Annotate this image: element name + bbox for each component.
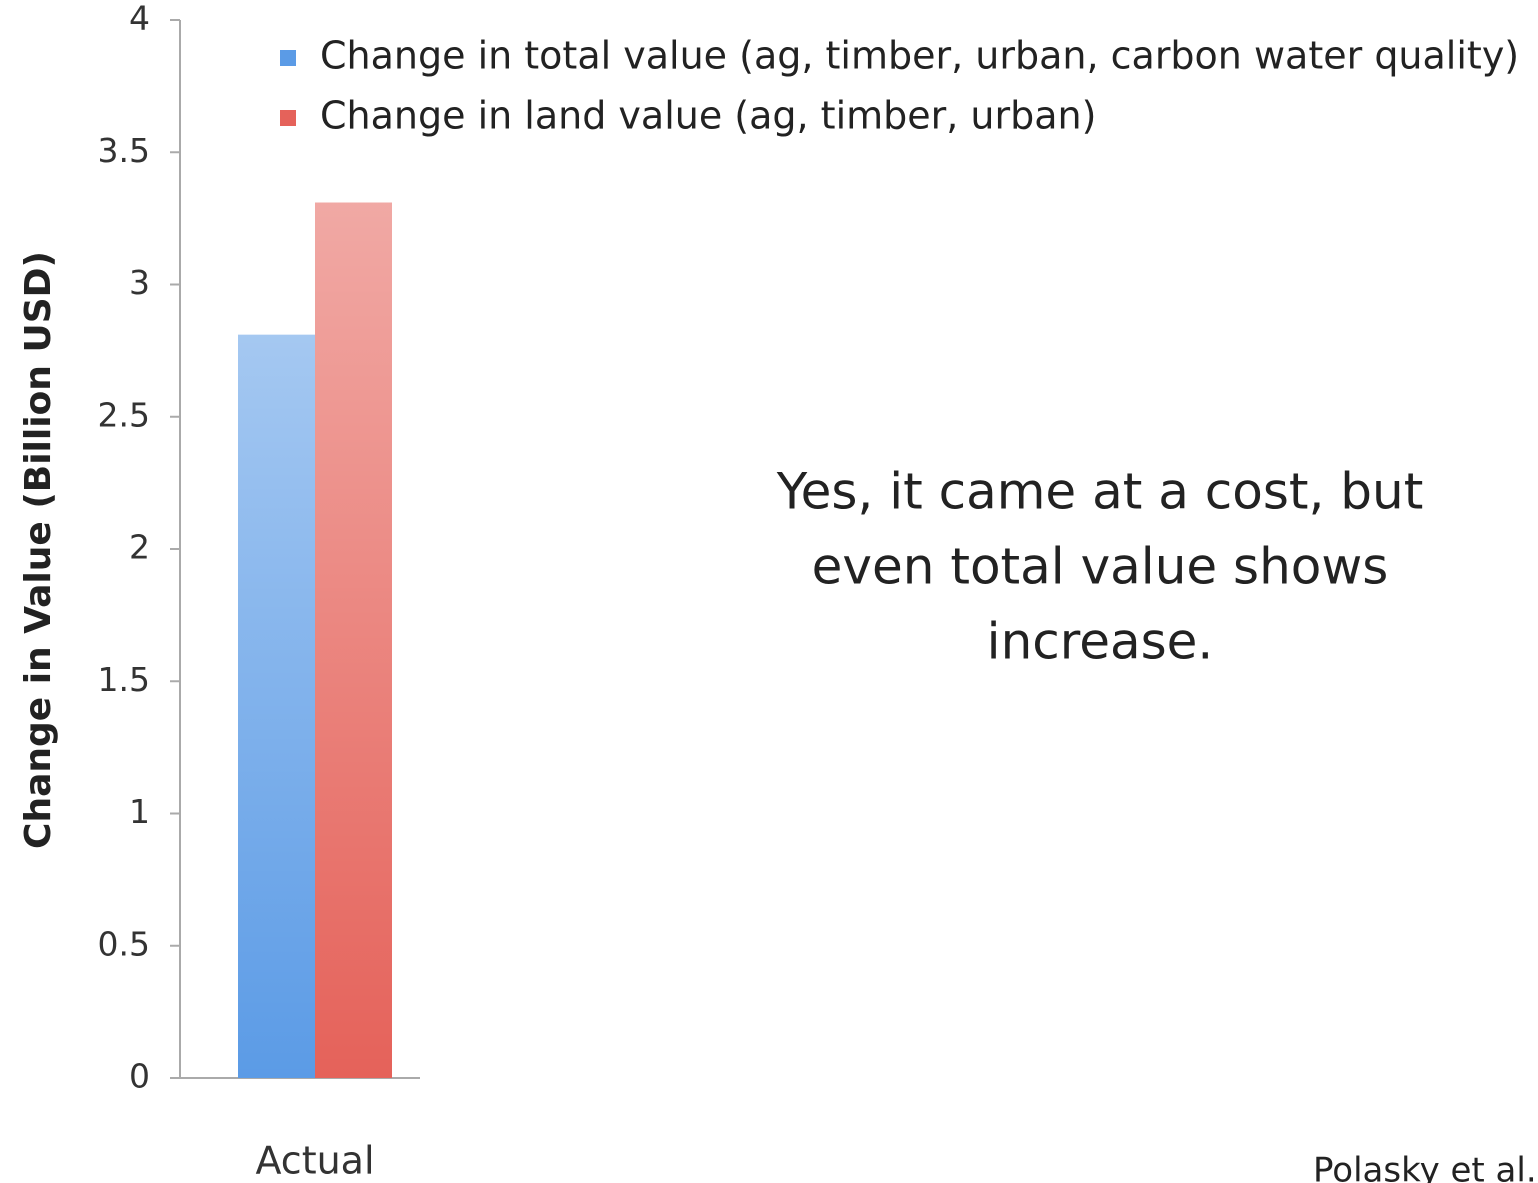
annotation: Yes, it came at a cost, but xyxy=(776,463,1424,521)
legend-swatch xyxy=(280,110,296,126)
source: Polasky et al. xyxy=(1313,1151,1537,1183)
y-axis-label: Change in Value (Billion USD) xyxy=(18,251,59,849)
y-tick-label: 4 xyxy=(129,0,150,38)
y-tick-label: 0 xyxy=(129,1057,150,1096)
y-tick-label: 0.5 xyxy=(98,924,150,963)
y-tick-label: 1.5 xyxy=(98,660,150,699)
y-tick-label: 3.5 xyxy=(98,131,150,170)
y-tick-label: 2.5 xyxy=(98,395,150,434)
annotation: even total value shows xyxy=(812,538,1389,596)
legend-swatch xyxy=(280,50,296,66)
bar-sheen xyxy=(315,202,392,1078)
y-tick-label: 3 xyxy=(129,263,150,302)
bar-sheen xyxy=(238,334,315,1078)
legend-label: Change in land value (ag, timber, urban) xyxy=(320,94,1096,138)
legend-label: Change in total value (ag, timber, urban… xyxy=(320,34,1519,78)
annotation: increase. xyxy=(987,613,1214,671)
y-tick-label: 2 xyxy=(129,528,150,567)
x-tick-label: Actual xyxy=(255,1139,374,1183)
y-tick-label: 1 xyxy=(129,792,150,831)
